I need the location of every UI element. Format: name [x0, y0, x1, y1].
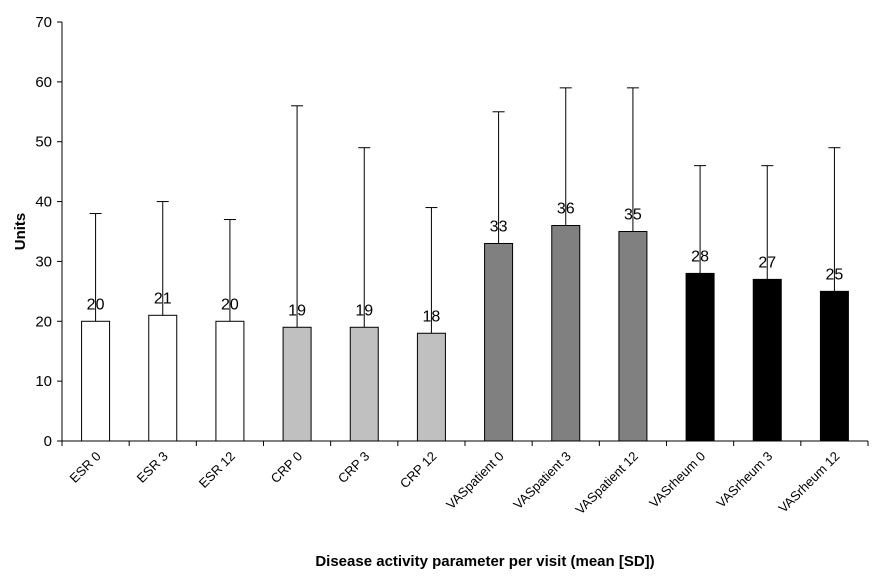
y-tick-label: 20: [35, 313, 52, 330]
x-tick-label: CRP 12: [397, 449, 440, 492]
data-label: 33: [490, 218, 508, 235]
bar: [81, 320, 111, 442]
bar: [349, 326, 379, 442]
bars: [81, 225, 849, 442]
y-tick-label: 70: [35, 14, 52, 31]
bar: [618, 231, 648, 442]
data-label: 20: [87, 296, 105, 313]
data-label: 35: [624, 207, 642, 224]
bar: [752, 278, 782, 442]
data-label: 20: [221, 296, 239, 313]
bar: [551, 225, 581, 442]
data-label: 18: [423, 308, 441, 325]
x-axis-title: Disease activity parameter per visit (me…: [315, 553, 654, 570]
x-tick-label: VASpatient 3: [510, 449, 574, 513]
y-tick-label: 40: [35, 194, 52, 211]
bar: [282, 326, 312, 442]
data-label: 27: [758, 254, 776, 271]
bar: [484, 242, 514, 442]
x-tick-label: VASpatient 0: [443, 449, 507, 513]
y-tick-label: 60: [35, 74, 52, 91]
x-tick-label: ESR 0: [67, 449, 104, 486]
x-tick-label: VASrheum 12: [775, 449, 842, 516]
x-axis-category-labels: ESR 0 ESR 3 ESR 12 CRP 0 CRP 3 CRP 12 VASpatie…: [67, 449, 843, 518]
bar: [685, 272, 715, 442]
x-tick-label: VASrheum 0: [646, 449, 708, 511]
data-label: 19: [355, 302, 373, 319]
error-bars: [89, 87, 841, 334]
data-label: 19: [288, 302, 306, 319]
data-label: 25: [826, 266, 844, 283]
bar: [819, 290, 849, 442]
x-tick-label: CRP 0: [268, 449, 306, 487]
y-tick-label: 50: [35, 134, 52, 151]
y-axis-title: Units: [12, 213, 29, 251]
x-tick-label: CRP 3: [335, 449, 373, 487]
bar: [416, 332, 446, 442]
data-label: 21: [154, 290, 172, 307]
y-tick-label: 10: [35, 373, 52, 390]
bar: [148, 314, 178, 442]
data-label: 28: [691, 248, 709, 265]
x-tick-label: VASrheum 3: [713, 449, 775, 511]
data-label: 36: [557, 201, 575, 218]
x-tick-label: ESR 12: [196, 449, 238, 491]
x-tick-label: ESR 3: [134, 449, 171, 486]
data-labels: 20 21 20 19 19 18 33 36 35 28 27 25: [87, 201, 844, 326]
y-axis-ticks: 0 10 20 30 40 50 60 70: [35, 14, 869, 450]
y-tick-label: 0: [44, 433, 52, 450]
bar: [215, 320, 245, 442]
x-tick-label: VASpatient 12: [572, 449, 641, 518]
y-tick-label: 30: [35, 253, 52, 270]
